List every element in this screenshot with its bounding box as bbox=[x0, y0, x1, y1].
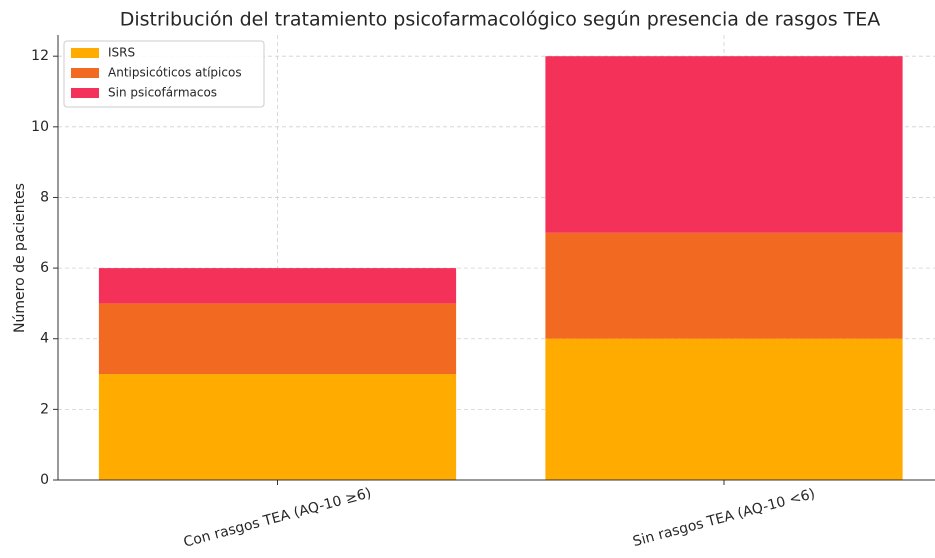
y-tick-label: 10 bbox=[31, 119, 49, 135]
y-tick-label: 2 bbox=[40, 401, 49, 417]
bar-segment bbox=[545, 338, 903, 480]
x-tick-label: Sin rasgos TEA (AQ-10 <6) bbox=[631, 486, 817, 550]
x-tick-label: Con rasgos TEA (AQ-10 ≥6) bbox=[182, 485, 373, 551]
y-tick-label: 6 bbox=[40, 260, 49, 276]
bar-segment bbox=[98, 268, 457, 304]
legend: ISRS Antipsicóticos atípicos Sin psicofárm… bbox=[63, 40, 265, 108]
bar-segment bbox=[98, 374, 457, 480]
y-axis-label: Número de pacientes bbox=[12, 183, 28, 333]
chart-title: Distribución del tratamiento psicofarmac… bbox=[120, 9, 881, 31]
legend-label: Sin psicofármacos bbox=[108, 86, 217, 100]
legend-swatch bbox=[71, 68, 99, 78]
y-tick-label: 0 bbox=[40, 472, 49, 488]
bar-segment bbox=[545, 56, 903, 233]
legend-label: Antipsicóticos atípicos bbox=[108, 66, 242, 80]
y-tick-label: 4 bbox=[40, 331, 49, 347]
legend-box bbox=[63, 40, 265, 108]
legend-label: ISRS bbox=[108, 46, 135, 60]
y-tick-label: 8 bbox=[40, 189, 49, 205]
y-tick-label: 12 bbox=[31, 48, 49, 64]
bar-segment bbox=[98, 303, 457, 375]
bar-segment bbox=[545, 232, 903, 339]
legend-swatch bbox=[71, 88, 99, 98]
legend-swatch bbox=[71, 48, 99, 58]
